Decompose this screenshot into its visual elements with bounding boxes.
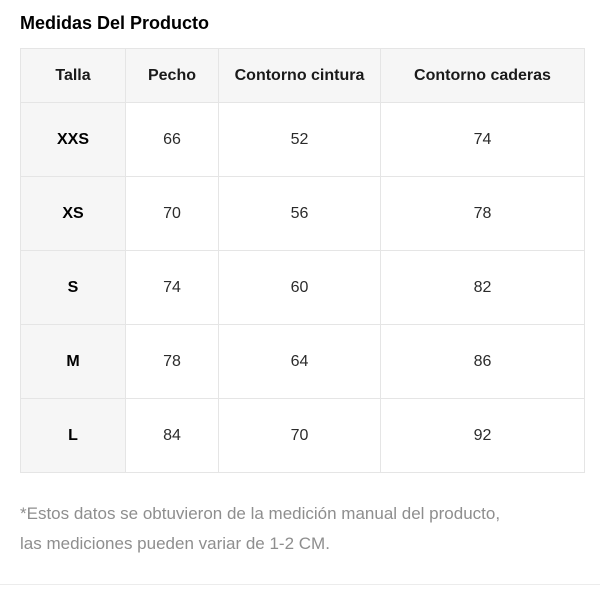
column-header-contorno-caderas: Contorno caderas <box>380 48 585 103</box>
disclaimer-line: *Estos datos se obtuvieron de la medició… <box>20 504 501 523</box>
size-label: XXS <box>20 102 126 177</box>
size-label: L <box>20 398 126 473</box>
measurement-value: 60 <box>218 250 381 325</box>
measurement-value: 86 <box>380 324 585 399</box>
table-row: M 78 64 86 <box>20 324 585 399</box>
measurement-value: 74 <box>125 250 219 325</box>
table-row: S 74 60 82 <box>20 250 585 325</box>
measurement-value: 74 <box>380 102 585 177</box>
size-chart-table: Talla Pecho Contorno cintura Contorno ca… <box>20 48 585 473</box>
column-header-talla: Talla <box>20 48 126 103</box>
column-header-contorno-cintura: Contorno cintura <box>218 48 381 103</box>
measurement-value: 64 <box>218 324 381 399</box>
column-header-pecho: Pecho <box>125 48 219 103</box>
measurement-value: 70 <box>218 398 381 473</box>
table-header-row: Talla Pecho Contorno cintura Contorno ca… <box>20 48 585 103</box>
measurement-value: 56 <box>218 176 381 251</box>
page-title: Medidas Del Producto <box>20 13 210 33</box>
measurement-value: 82 <box>380 250 585 325</box>
measurement-disclaimer: *Estos datos se obtuvieron de la medició… <box>20 499 584 559</box>
measurement-value: 92 <box>380 398 585 473</box>
table-row: L 84 70 92 <box>20 398 585 473</box>
size-label: S <box>20 250 126 325</box>
bottom-divider <box>0 584 600 585</box>
measurement-value: 78 <box>380 176 585 251</box>
measurement-value: 52 <box>218 102 381 177</box>
measurement-value: 66 <box>125 102 219 177</box>
size-label: XS <box>20 176 126 251</box>
measurement-value: 84 <box>125 398 219 473</box>
measurement-value: 70 <box>125 176 219 251</box>
table-row: XS 70 56 78 <box>20 176 585 251</box>
disclaimer-line: las mediciones pueden variar de 1-2 CM. <box>20 534 330 553</box>
measurement-value: 78 <box>125 324 219 399</box>
size-label: M <box>20 324 126 399</box>
size-chart-page: Medidas Del Producto Talla Pecho Contorn… <box>0 13 600 559</box>
table-row: XXS 66 52 74 <box>20 102 585 177</box>
